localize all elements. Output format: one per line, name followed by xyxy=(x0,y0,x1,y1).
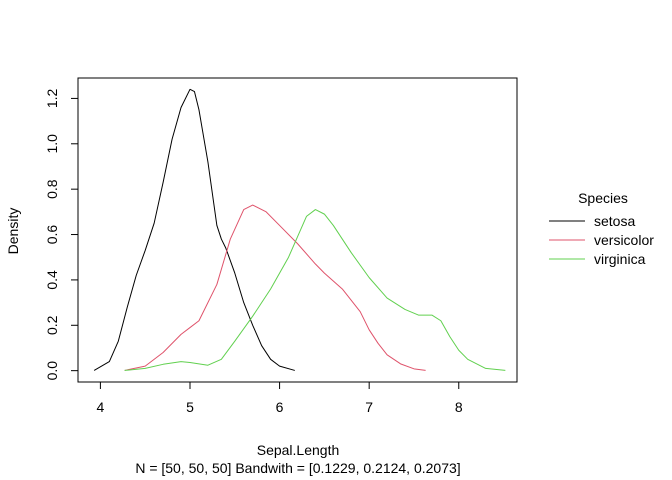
legend: Species setosa versicolor virginica xyxy=(549,190,654,267)
x-tick-label: 5 xyxy=(186,399,194,415)
y-tick-label: 0.6 xyxy=(44,225,60,245)
x-tick-label: 8 xyxy=(455,399,463,415)
x-tick-label: 7 xyxy=(365,399,373,415)
density-line-setosa xyxy=(93,88,295,371)
y-tick-label: 0.0 xyxy=(44,361,60,381)
x-axis-subtitle: N = [50, 50, 50] Bandwith = [0.1229, 0.2… xyxy=(135,460,460,476)
legend-label-virginica: virginica xyxy=(594,251,646,267)
x-tick-label: 6 xyxy=(276,399,284,415)
x-axis: 4 5 6 7 8 xyxy=(96,381,463,415)
y-tick-label: 1.0 xyxy=(44,134,60,154)
legend-title: Species xyxy=(578,190,628,206)
y-tick-label: 0.2 xyxy=(44,315,60,335)
y-axis: 0.0 0.2 0.4 0.6 0.8 1.0 1.2 xyxy=(44,88,79,381)
y-tick-label: 0.8 xyxy=(44,179,60,199)
legend-label-setosa: setosa xyxy=(594,213,635,229)
series-layer xyxy=(93,88,506,371)
density-line-virginica xyxy=(124,209,506,371)
y-axis-title: Density xyxy=(5,208,21,255)
y-tick-label: 0.4 xyxy=(44,270,60,290)
density-line-versicolor xyxy=(124,204,426,371)
y-tick-label: 1.2 xyxy=(44,88,60,108)
x-tick-label: 4 xyxy=(96,399,104,415)
x-axis-title: Sepal.Length xyxy=(257,442,340,458)
plot-frame xyxy=(77,77,518,383)
legend-label-versicolor: versicolor xyxy=(594,232,654,248)
